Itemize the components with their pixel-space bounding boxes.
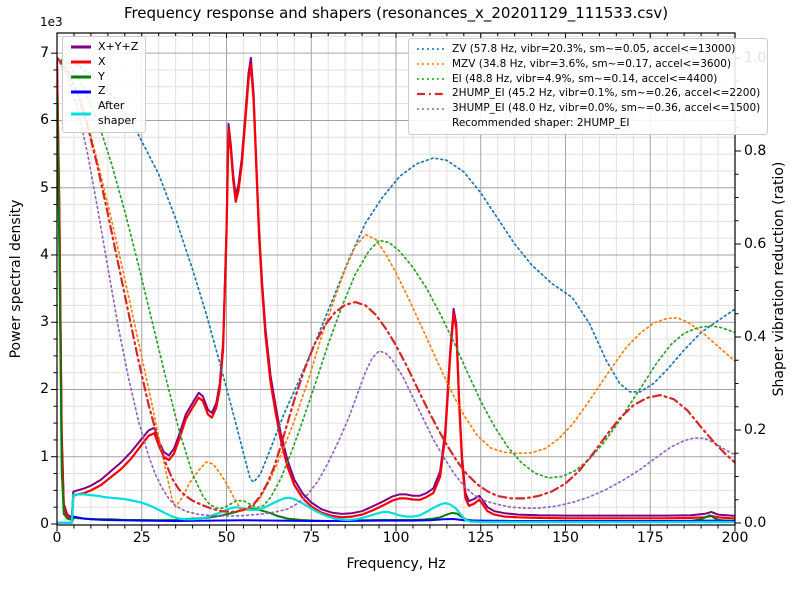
y-right-tick-label: 0.4 [744, 329, 767, 345]
chart-title: Frequency response and shapers (resonanc… [123, 4, 669, 22]
curves [57, 56, 735, 524]
y-axis-offset-label: 1e3 [40, 15, 63, 29]
y-left-tick-label: 5 [40, 179, 49, 196]
legend-line-swatch [71, 90, 91, 94]
legend-item: Z [70, 84, 138, 99]
series-X [57, 62, 735, 521]
series-After shaper [57, 493, 735, 524]
series-MZV [57, 57, 735, 511]
legend-label: X [98, 54, 106, 68]
y-axis-left-label: Power spectral density [8, 199, 24, 359]
y-left-tick-label: 1 [40, 448, 49, 465]
recommended-shaper-note: Recommended shaper: 2HUMP_EI [452, 116, 630, 129]
legend-line-swatch [71, 112, 91, 116]
series-ZV [57, 57, 735, 483]
legend-item: EI (48.8 Hz, vibr=4.9%, sm~=0.14, accel<… [416, 72, 760, 87]
legend-psd: X+Y+Z X Y Z After shaper [62, 36, 147, 133]
y-left-tick-label: 0 [40, 516, 49, 532]
series-2HUMP_EI [57, 56, 735, 513]
x-tick-label: 75 [302, 530, 321, 546]
legend-shapers: ZV (57.8 Hz, vibr=20.3%, sm~=0.05, accel… [408, 38, 769, 135]
legend-line-swatch [417, 63, 445, 66]
legend-label: ZV (57.8 Hz, vibr=20.3%, sm~=0.05, accel… [452, 43, 736, 55]
tick-marks [51, 33, 741, 531]
x-tick-label: 125 [467, 530, 495, 546]
legend-item: Y [70, 70, 138, 85]
x-tick-label: 150 [552, 530, 579, 546]
legend-label: Z [98, 84, 106, 98]
legend-line-swatch [417, 92, 445, 95]
y-right-tick-label: 0.2 [744, 422, 767, 438]
legend-item: X [70, 55, 138, 70]
y-right-tick-label: 0.6 [744, 236, 767, 252]
legend-item: 3HUMP_EI (48.0 Hz, vibr=0.0%, sm~=0.36, … [416, 101, 760, 116]
legend-label: EI (48.8 Hz, vibr=4.9%, sm~=0.14, accel<… [452, 72, 718, 85]
legend-label: MZV (34.8 Hz, vibr=3.6%, sm~=0.17, accel… [452, 57, 732, 70]
x-tick-label: 200 [721, 530, 749, 546]
x-tick-label: 25 [132, 530, 151, 546]
y-right-tick-label: 0.0 [744, 515, 767, 531]
legend-item: After shaper [70, 99, 138, 129]
legend-item: 2HUMP_EI (45.2 Hz, vibr=0.1%, sm~=0.26, … [416, 86, 760, 101]
x-tick-label: 0 [52, 530, 62, 546]
y-left-tick-label: 4 [40, 246, 49, 263]
legend-line-swatch [71, 75, 91, 79]
x-tick-label: 175 [636, 530, 664, 546]
legend-label: After shaper [98, 99, 136, 127]
y-left-tick-label: 6 [40, 112, 49, 129]
x-axis-label: Frequency, Hz [346, 556, 446, 572]
legend-label: X+Y+Z [98, 40, 139, 53]
legend-label: 3HUMP_EI (48.0 Hz, vibr=0.0%, sm~=0.36, … [452, 102, 761, 115]
y-left-tick-label: 2 [40, 381, 49, 398]
x-tick-label: 50 [217, 530, 236, 546]
y-right-tick-label: 0.8 [744, 143, 767, 159]
legend-line-swatch [417, 48, 445, 51]
legend-label: 2HUMP_EI (45.2 Hz, vibr=0.1%, sm~=0.26, … [452, 87, 761, 100]
y-axis-right-label: Shaper vibration reduction (ratio) [771, 161, 787, 397]
y-left-tick-label: 3 [40, 314, 49, 331]
legend-label: Y [98, 69, 105, 83]
legend-item: MZV (34.8 Hz, vibr=3.6%, sm~=0.17, accel… [416, 57, 760, 72]
legend-line-swatch [417, 107, 445, 110]
x-tick-label: 100 [382, 530, 410, 546]
series-EI [57, 57, 735, 509]
legend-item: X+Y+Z [70, 40, 138, 55]
legend-item: ZV (57.8 Hz, vibr=20.3%, sm~=0.05, accel… [416, 42, 760, 57]
legend-line-swatch [71, 60, 91, 64]
legend-line-swatch [417, 78, 445, 80]
y-left-tick-label: 7 [40, 45, 49, 62]
legend-line-swatch [71, 45, 91, 49]
series-3HUMP_EI [57, 57, 735, 517]
